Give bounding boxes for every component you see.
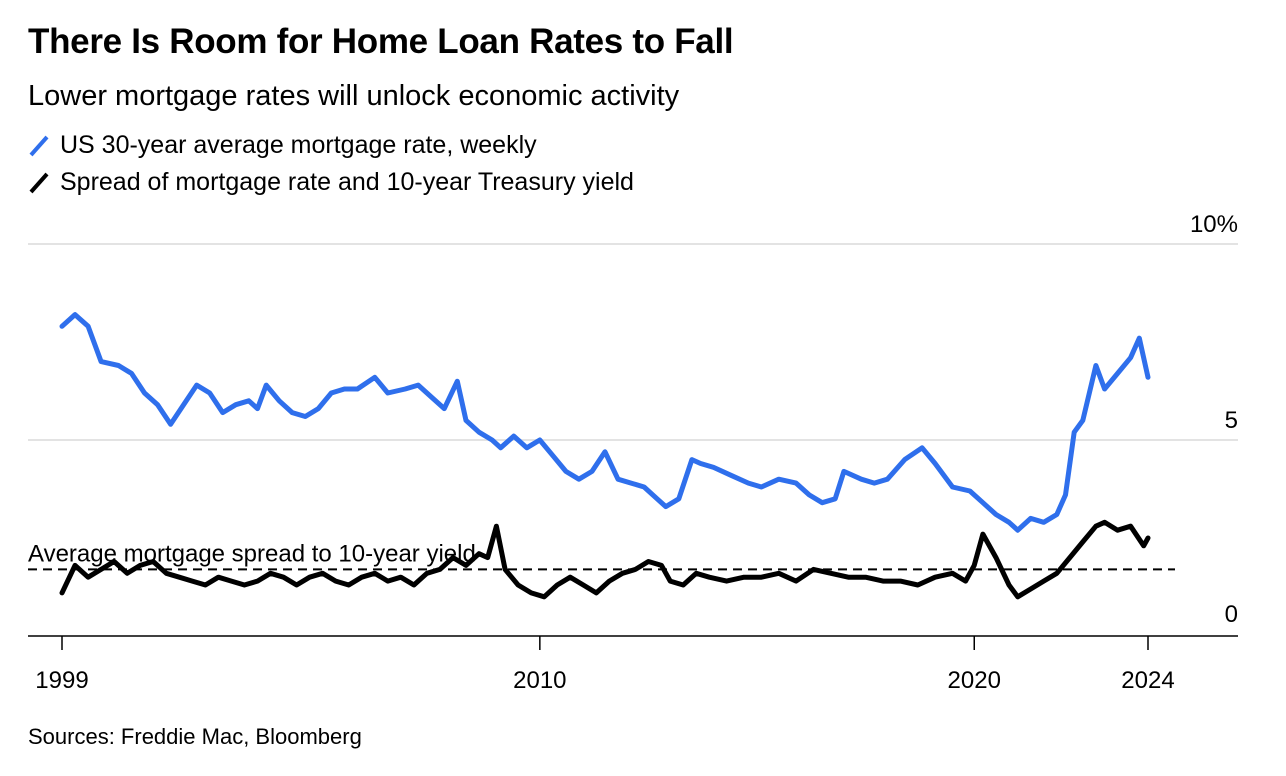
source-note: Sources: Freddie Mac, Bloomberg bbox=[28, 724, 362, 749]
average-spread-label: Average mortgage spread to 10-year yield bbox=[28, 540, 476, 567]
legend-item-mortgage-rate: US 30-year average mortgage rate, weekly bbox=[28, 131, 537, 160]
x-tick-label: 2024 bbox=[1121, 667, 1174, 694]
chart-title: There Is Room for Home Loan Rates to Fal… bbox=[28, 22, 734, 61]
legend-swatch-blue bbox=[29, 135, 49, 156]
chart-subtitle: Lower mortgage rates will unlock economi… bbox=[28, 80, 680, 112]
x-tick-label: 2010 bbox=[513, 667, 566, 694]
legend-label-spread: Spread of mortgage rate and 10-year Trea… bbox=[60, 168, 634, 196]
legend-swatch-black bbox=[29, 172, 49, 193]
mortgage-rate-series-line bbox=[59, 312, 1151, 533]
legend-item-spread: Spread of mortgage rate and 10-year Trea… bbox=[28, 168, 634, 197]
x-tick-label: 2020 bbox=[948, 667, 1001, 694]
y-tick-label: 10% bbox=[1190, 211, 1238, 238]
y-tick-label: 5 bbox=[1225, 407, 1238, 434]
spread-series-line bbox=[59, 519, 1151, 600]
y-tick-label: 0 bbox=[1225, 601, 1238, 628]
x-tick-label: 1999 bbox=[35, 667, 88, 694]
legend-label-mortgage-rate: US 30-year average mortgage rate, weekly bbox=[60, 131, 537, 159]
